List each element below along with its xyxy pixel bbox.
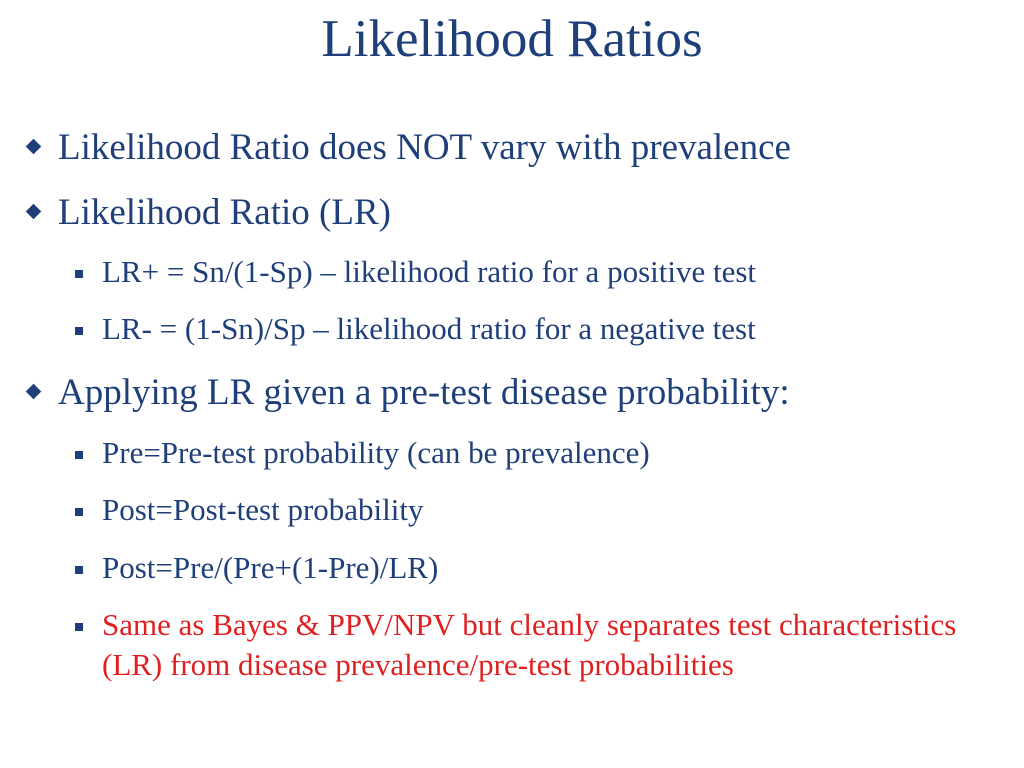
square-bullet-icon — [72, 548, 86, 588]
diamond-bullet-icon — [22, 371, 44, 415]
sub-bullet-text: LR- = (1-Sn)/Sp – likelihood ratio for a… — [102, 311, 756, 346]
sub-bullet-formula: Post=Pre/(Pre+(1-Pre)/LR) — [75, 548, 439, 588]
sub-bullet-bayes-note: Same as Bayes & PPV/NPV but cleanly sepa… — [75, 605, 982, 685]
bullet-text: Likelihood Ratio does NOT vary with prev… — [58, 127, 791, 168]
slide-title: Likelihood Ratios — [321, 10, 703, 68]
bullet-text: Likelihood Ratio (LR) — [58, 192, 391, 233]
bullet-item-lr: Likelihood Ratio (LR) — [25, 191, 391, 235]
sub-bullet-pre: Pre=Pre-test probability (can be prevale… — [75, 433, 650, 473]
diamond-bullet-icon — [22, 126, 44, 170]
sub-bullet-lr-negative: LR- = (1-Sn)/Sp – likelihood ratio for a… — [75, 309, 756, 349]
sub-bullet-post: Post=Post-test probability — [75, 490, 424, 530]
square-bullet-icon — [72, 252, 86, 292]
sub-bullet-text: LR+ = Sn/(1-Sp) – likelihood ratio for a… — [102, 254, 757, 289]
sub-bullet-text: Post=Post-test probability — [102, 492, 424, 527]
sub-bullet-text: Same as Bayes & PPV/NPV but cleanly sepa… — [102, 607, 957, 682]
bullet-text: Applying LR given a pre-test disease pro… — [58, 372, 790, 413]
square-bullet-icon — [72, 605, 86, 645]
sub-bullet-lr-positive: LR+ = Sn/(1-Sp) – likelihood ratio for a… — [75, 252, 757, 292]
diamond-bullet-icon — [22, 191, 44, 235]
square-bullet-icon — [72, 309, 86, 349]
bullet-item-prevalence: Likelihood Ratio does NOT vary with prev… — [25, 126, 791, 170]
bullet-item-applying-lr: Applying LR given a pre-test disease pro… — [25, 371, 790, 415]
sub-bullet-text: Pre=Pre-test probability (can be prevale… — [102, 435, 650, 470]
square-bullet-icon — [72, 490, 86, 530]
square-bullet-icon — [72, 433, 86, 473]
sub-bullet-text: Post=Pre/(Pre+(1-Pre)/LR) — [102, 550, 439, 585]
